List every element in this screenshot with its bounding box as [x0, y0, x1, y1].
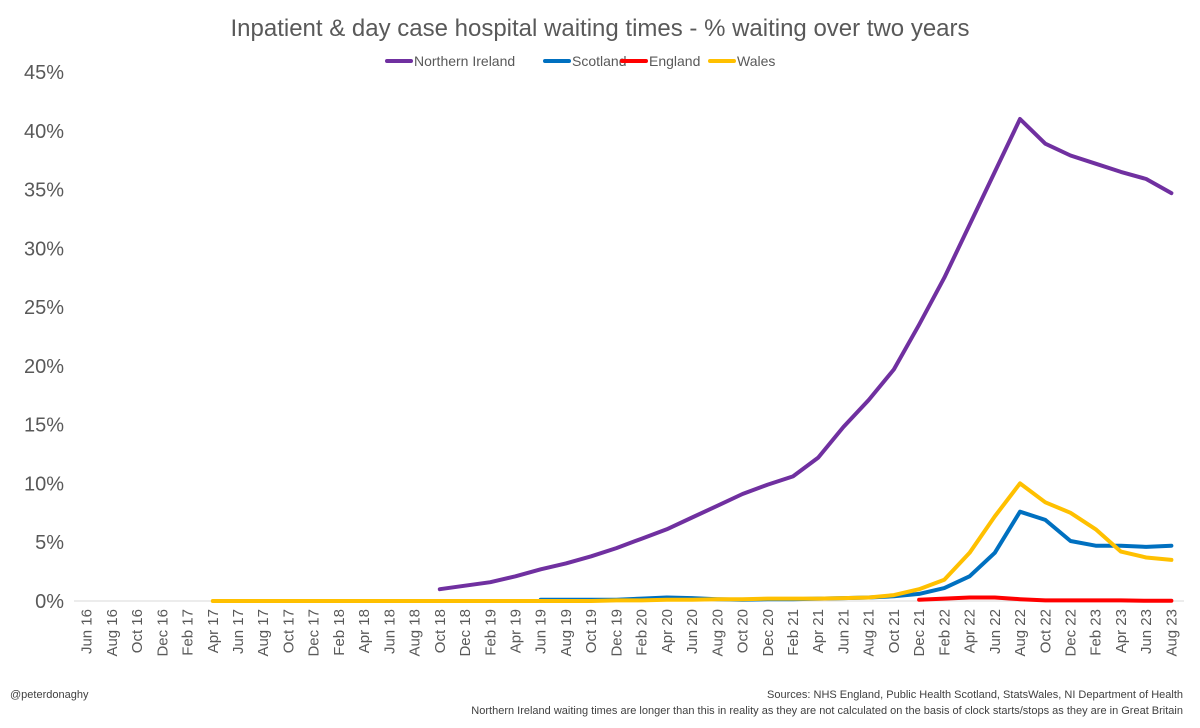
series-lines: [210, 117, 1174, 603]
y-tick-label: 45%: [24, 62, 64, 84]
y-tick-label: 40%: [24, 121, 64, 143]
x-tick-label: Jun 19: [533, 609, 550, 654]
footer-handle: @peterdonaghy: [10, 689, 89, 701]
x-tick-label: Apr 20: [659, 609, 676, 653]
x-tick-label: Jun 22: [987, 609, 1004, 654]
x-tick-label: Aug 21: [861, 609, 878, 657]
legend-label: Scotland: [572, 53, 626, 69]
chart-title: Inpatient & day case hospital waiting ti…: [230, 15, 969, 42]
x-tick-label: Jun 17: [230, 609, 247, 654]
x-tick-label: Oct 17: [280, 609, 297, 653]
x-tick-label: Jun 16: [79, 609, 96, 654]
legend-label: Wales: [737, 53, 775, 69]
x-tick-label: Jun 18: [381, 609, 398, 654]
x-tick-label: Aug 17: [255, 609, 272, 657]
x-tick-label: Apr 22: [962, 609, 979, 653]
x-tick-label: Jun 20: [684, 609, 701, 654]
x-tick-label: Dec 21: [911, 609, 928, 657]
x-tick-label: Dec 18: [457, 609, 474, 657]
x-tick-label: Oct 16: [129, 609, 146, 653]
x-tick-label: Jun 23: [1138, 609, 1155, 654]
x-tick-label: Dec 16: [154, 609, 171, 657]
x-tick-label: Apr 17: [205, 609, 222, 653]
x-tick-label: Oct 22: [1037, 609, 1054, 653]
x-tick-label: Apr 19: [507, 609, 524, 653]
x-tick-label: Feb 19: [482, 609, 499, 656]
x-tick-label: Dec 22: [1062, 609, 1079, 657]
x-tick-label: Jun 21: [835, 609, 852, 654]
x-tick-label: Dec 20: [760, 609, 777, 657]
x-tick-label: Feb 21: [785, 609, 802, 656]
y-tick-label: 20%: [24, 356, 64, 378]
x-tick-label: Aug 22: [1012, 609, 1029, 657]
series-line-scotland: [538, 509, 1174, 602]
footer-note: Northern Ireland waiting times are longe…: [471, 705, 1183, 717]
y-tick-label: 10%: [24, 473, 64, 495]
x-tick-label: Apr 23: [1113, 609, 1130, 653]
x-axis-ticks: Jun 16 Aug 16 Oct 16 Dec 16 Feb 17 Apr 17 Jun …: [79, 609, 1181, 657]
footer-sources: Sources: NHS England, Public Health Scot…: [767, 689, 1183, 701]
series-line-wales: [210, 481, 1174, 603]
x-tick-label: Aug 18: [407, 609, 424, 657]
x-tick-label: Feb 23: [1088, 609, 1105, 656]
y-tick-label: 15%: [24, 415, 64, 437]
series-line-northern-ireland: [437, 117, 1174, 592]
legend: Northern Ireland Scotland England Wales: [385, 53, 775, 69]
x-tick-label: Oct 19: [583, 609, 600, 653]
y-tick-label: 5%: [35, 532, 64, 554]
y-tick-label: 35%: [24, 180, 64, 202]
y-tick-label: 25%: [24, 297, 64, 319]
x-tick-label: Oct 18: [432, 609, 449, 653]
x-tick-label: Apr 21: [810, 609, 827, 653]
x-tick-label: Oct 21: [886, 609, 903, 653]
series-line-england: [917, 595, 1174, 603]
y-tick-label: 30%: [24, 238, 64, 260]
x-tick-label: Feb 20: [634, 609, 651, 656]
x-tick-label: Aug 20: [709, 609, 726, 657]
y-tick-label: 0%: [35, 591, 64, 613]
legend-label: Northern Ireland: [414, 53, 515, 69]
x-tick-label: Feb 22: [936, 609, 953, 656]
x-tick-label: Aug 19: [558, 609, 575, 657]
x-tick-label: Dec 17: [306, 609, 323, 657]
x-tick-label: Apr 18: [356, 609, 373, 653]
x-tick-label: Dec 19: [608, 609, 625, 657]
x-tick-label: Feb 17: [180, 609, 197, 656]
x-tick-label: Aug 23: [1163, 609, 1180, 657]
legend-label: England: [649, 53, 700, 69]
y-axis-ticks: 0% 5% 10% 15% 20% 25% 30% 35% 40% 45%: [24, 62, 64, 613]
x-tick-label: Aug 16: [104, 609, 121, 657]
x-tick-label: Oct 20: [735, 609, 752, 653]
x-tick-label: Feb 18: [331, 609, 348, 656]
